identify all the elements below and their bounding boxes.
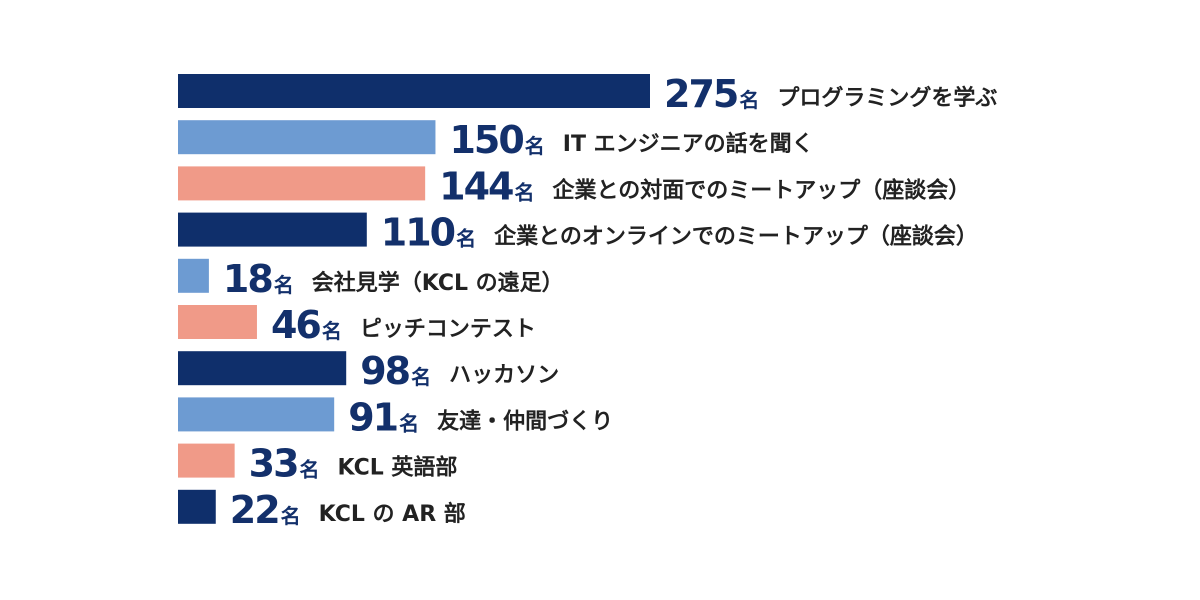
bar — [178, 74, 650, 108]
bar-row: 33 名 KCL 英語部 — [178, 442, 457, 486]
bar-unit-label: 名 — [274, 273, 294, 297]
bar-category-label: 企業との対面でのミートアップ（座談会） — [551, 177, 970, 203]
bar-category-label: IT エンジニアの話を聞く — [563, 131, 814, 157]
bar-category-label: 会社見学（KCL の遠足） — [312, 270, 564, 296]
bar — [178, 443, 235, 478]
bar-unit-label: 名 — [525, 134, 545, 158]
bar-unit-label: 名 — [739, 88, 759, 112]
bar-unit-label: 名 — [514, 180, 534, 204]
bar-unit-label: 名 — [300, 458, 320, 482]
bar-row: 91 名友達・仲間づくり — [178, 395, 613, 439]
bar-category-label: プログラミングを学ぶ — [777, 85, 997, 111]
bar-category-label: KCL 英語部 — [338, 455, 458, 481]
bar-unit-label: 名 — [456, 227, 476, 251]
bar-row: 144 名企業との対面でのミートアップ（座談会） — [178, 164, 970, 208]
bar — [178, 258, 209, 293]
bar-value-label: 91 — [348, 395, 397, 439]
bar-unit-label: 名 — [281, 504, 301, 528]
bar-unit-label: 名 — [399, 411, 419, 435]
bar-row: 98 名ハッカソン — [178, 349, 559, 393]
bar-value-label: 144 — [439, 164, 513, 208]
bar-row: 22 名 KCL の AR 部 — [178, 488, 466, 532]
bar-value-label: 150 — [449, 118, 523, 162]
bar-row: 18 名会社見学（KCL の遠足） — [178, 257, 564, 301]
bar-value-label: 22 — [230, 488, 279, 532]
bar-category-label: 友達・仲間づくり — [437, 408, 613, 434]
bar-value-label: 275 — [664, 72, 737, 116]
bar-category-label: ピッチコンテスト — [360, 317, 536, 342]
bar — [178, 351, 347, 386]
bar-unit-label: 名 — [411, 365, 431, 389]
bar — [178, 166, 426, 201]
bar-value-label: 98 — [360, 349, 409, 393]
bar-unit-label: 名 — [322, 319, 342, 343]
bar — [178, 305, 257, 339]
bar-row: 275 名プログラミングを学ぶ — [178, 72, 997, 116]
bar — [178, 397, 335, 432]
bar — [178, 120, 436, 155]
bar — [178, 212, 367, 247]
bar-value-label: 33 — [249, 442, 298, 486]
bar-category-label: ハッカソン — [449, 363, 559, 388]
bar-category-label: 企業とのオンラインでのミートアップ（座談会） — [493, 224, 978, 250]
bar — [178, 489, 216, 524]
bar-row: 46 名ピッチコンテスト — [178, 303, 536, 347]
bar-row: 110 名企業とのオンラインでのミートアップ（座談会） — [178, 211, 978, 255]
bar-value-label: 110 — [381, 211, 455, 255]
bar-value-label: 18 — [223, 257, 272, 301]
bar-value-label: 46 — [271, 303, 320, 347]
bar-category-label: KCL の AR 部 — [319, 501, 466, 527]
bar-row: 150 名 IT エンジニアの話を聞く — [178, 118, 814, 162]
